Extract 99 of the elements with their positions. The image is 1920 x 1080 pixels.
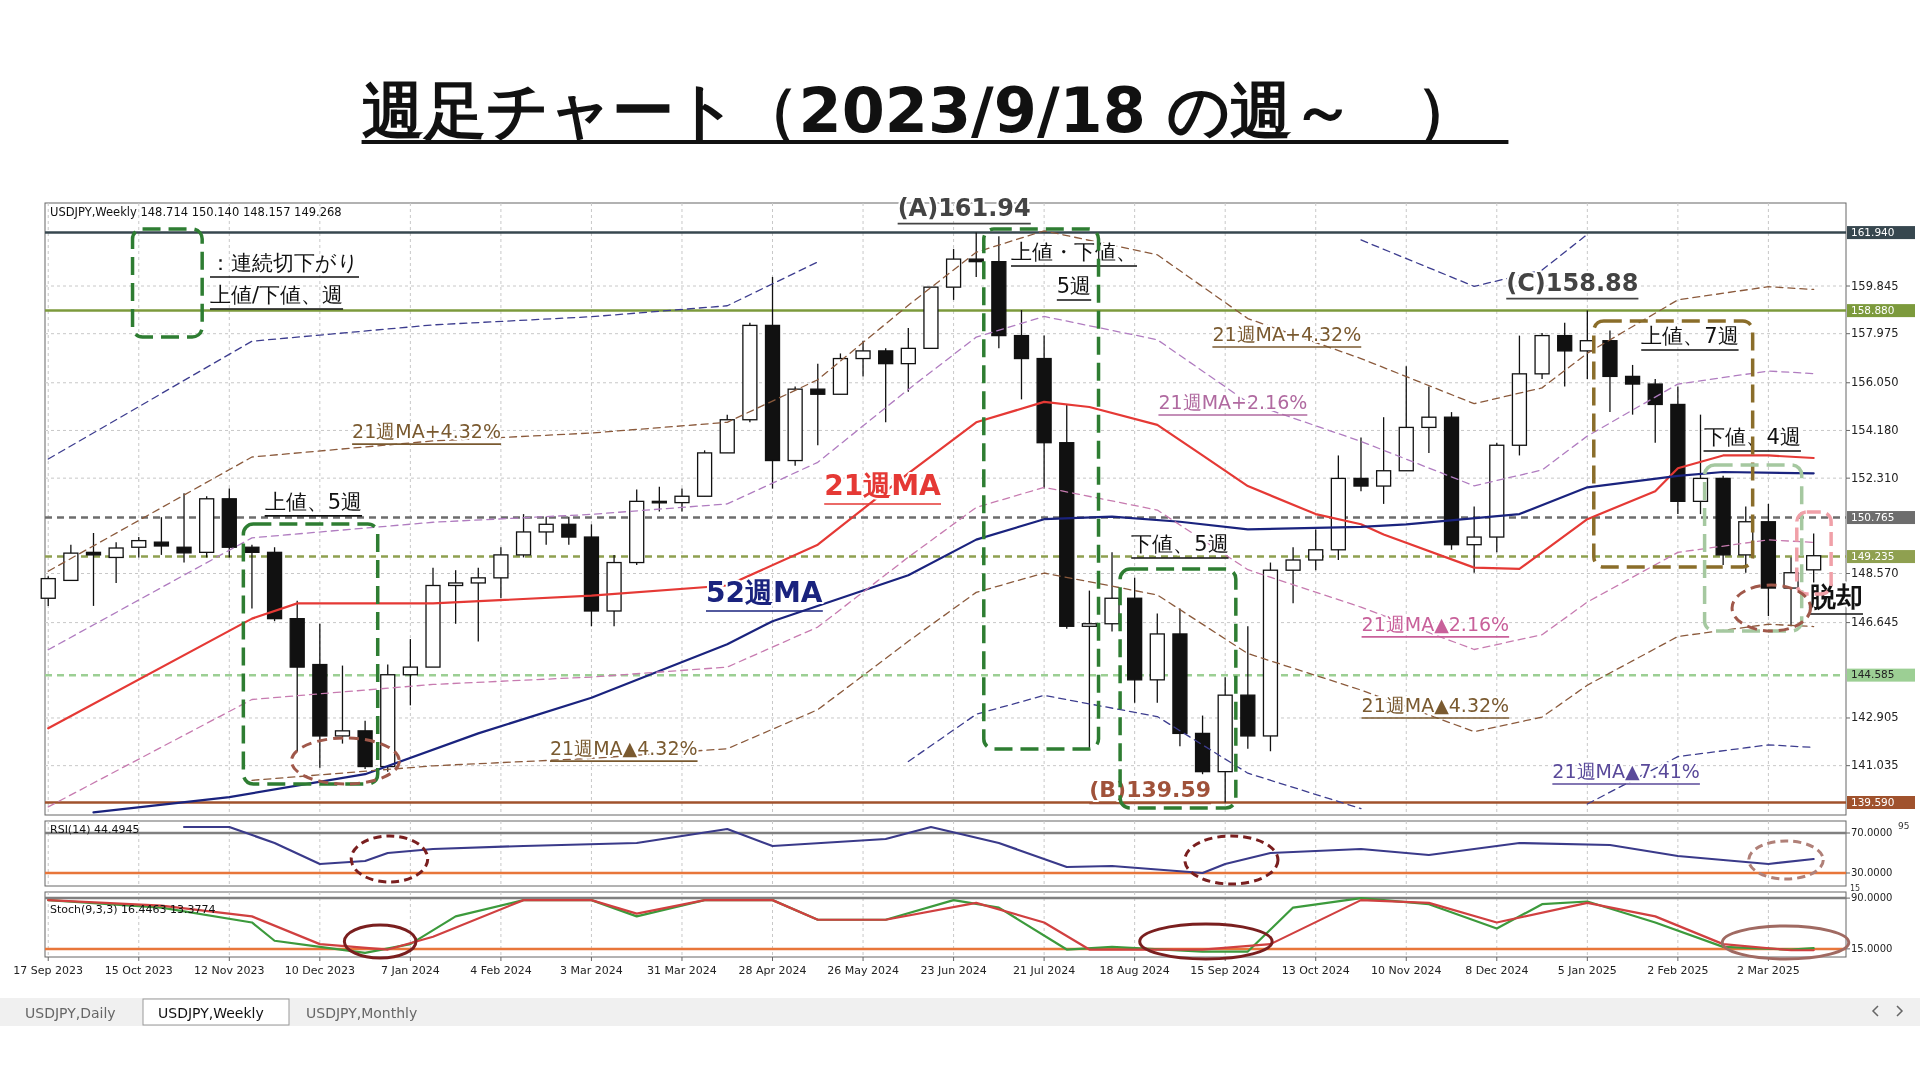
candlestick xyxy=(1308,528,1324,571)
ref-line-label: 161.940 xyxy=(1851,225,1895,238)
candlestick xyxy=(1013,309,1030,400)
y-tick-label: 154.180 xyxy=(1851,422,1899,437)
text: USDJPY,Weekly xyxy=(158,1005,264,1021)
candlestick xyxy=(651,486,667,513)
annotation: (A)161.94 xyxy=(897,193,1031,222)
y-tick-label: 15.0000 xyxy=(1851,942,1893,954)
x-tick-label: 21 Jul 2024 xyxy=(1012,964,1076,977)
x-tick-label: 2 Mar 2025 xyxy=(1737,964,1800,977)
annotation: 5週 xyxy=(1056,274,1092,298)
candlestick xyxy=(1081,589,1098,750)
annotation: ：連続切下がり xyxy=(210,251,359,275)
candlestick xyxy=(1353,436,1369,492)
annotation: 21週MA+4.32% xyxy=(352,420,501,443)
candlestick xyxy=(1647,378,1663,444)
text: USDJPY,Monthly xyxy=(306,1005,418,1021)
x-tick-label: 10 Nov 2024 xyxy=(1371,964,1442,977)
y-tick-label: 152.310 xyxy=(1851,470,1899,485)
x-tick-label: 26 May 2024 xyxy=(827,964,899,977)
ref-line-label: 150.765 xyxy=(1851,510,1895,523)
annotation: 21週MA▲4.32% xyxy=(550,737,698,760)
x-tick-label: 8 Dec 2024 xyxy=(1465,964,1529,977)
annotation: 上値、5週 xyxy=(264,489,363,514)
y-tick-label: 141.035 xyxy=(1851,758,1899,773)
candlestick xyxy=(968,231,984,278)
annotation: 下値、5週 xyxy=(1131,531,1229,556)
annotation: (B)139.59 xyxy=(1089,776,1212,802)
candlestick xyxy=(153,516,170,556)
candlestick xyxy=(1557,322,1573,388)
y-tick-label: 157.975 xyxy=(1851,326,1899,341)
y-tick-label: 156.050 xyxy=(1851,375,1899,390)
text: 95 xyxy=(1898,821,1910,831)
y-tick-label: 142.905 xyxy=(1851,710,1899,725)
candlestick xyxy=(674,487,690,513)
line-series xyxy=(47,230,1815,572)
y-tick-label: 148.570 xyxy=(1851,566,1899,581)
x-tick-label: 31 Mar 2024 xyxy=(647,964,717,977)
candlestick xyxy=(447,569,464,625)
text: USDJPY,Daily xyxy=(25,1005,116,1021)
x-tick-label: 10 Dec 2023 xyxy=(284,964,355,977)
x-tick-label: 5 Jan 2025 xyxy=(1557,964,1617,977)
candlestick xyxy=(470,567,486,643)
x-tick-label: 7 Jan 2024 xyxy=(380,964,440,977)
annotation: 上値、7週 xyxy=(1641,324,1739,348)
candlestick xyxy=(1466,505,1482,574)
line-series xyxy=(907,694,1362,810)
candlestick xyxy=(561,516,577,546)
ref-line-label: 149.235 xyxy=(1851,549,1895,562)
y-tick-label: 146.645 xyxy=(1851,615,1899,630)
text: 15 xyxy=(1850,884,1861,893)
candlestick xyxy=(1285,546,1301,604)
chart-title: RSI(14) 44.4945 xyxy=(50,823,140,836)
x-tick-label: 18 Aug 2024 xyxy=(1099,964,1170,977)
ref-line-label: 158.880 xyxy=(1851,303,1895,316)
annotation: (C)158.88 xyxy=(1506,268,1639,297)
candlestick xyxy=(108,541,124,584)
candlestick xyxy=(1624,364,1641,416)
y-tick-label: 90.0000 xyxy=(1851,892,1893,904)
candlestick xyxy=(244,544,260,610)
annotation: 21週MA xyxy=(824,468,942,502)
chart-subtitle: USDJPY,Weekly 148.714 150.140 148.157 149.268 xyxy=(50,205,342,219)
candlestick xyxy=(493,546,509,599)
y-tick-label: 70.0000 xyxy=(1851,827,1893,838)
ref-line-label: 144.585 xyxy=(1851,668,1895,681)
candlestick xyxy=(515,513,532,559)
candlestick xyxy=(855,340,871,378)
candlestick xyxy=(131,536,147,559)
y-tick-label: 159.845 xyxy=(1851,278,1899,293)
annotation: 21週MA+2.16% xyxy=(1158,391,1308,413)
candlestick xyxy=(85,532,102,607)
candlestick xyxy=(1806,532,1822,585)
candlestick xyxy=(1375,416,1392,505)
candlestick xyxy=(176,492,192,564)
x-tick-label: 23 Jun 2024 xyxy=(920,964,987,977)
annotation: 上値/下値、週 xyxy=(210,283,344,307)
y-tick-label: 30.0000 xyxy=(1851,867,1893,878)
x-tick-label: 15 Oct 2023 xyxy=(104,964,173,977)
x-tick-label: 28 Apr 2024 xyxy=(738,964,807,977)
x-tick-label: 12 Nov 2023 xyxy=(194,964,265,977)
candlestick xyxy=(402,638,419,706)
candlestick xyxy=(538,516,554,546)
annotation: 21週MA+4.32% xyxy=(1212,323,1362,345)
annotation: 21週MA▲4.32% xyxy=(1361,693,1510,716)
annotation: 52週MA xyxy=(706,575,823,609)
candlestick xyxy=(900,327,916,393)
annotation: 21週MA▲2.16% xyxy=(1361,612,1510,635)
x-tick-label: 4 Feb 2024 xyxy=(470,964,532,977)
x-tick-label: 15 Sep 2024 xyxy=(1190,964,1261,977)
ref-line-label: 139.590 xyxy=(1851,795,1895,808)
line-series xyxy=(182,825,1815,875)
x-tick-label: 13 Oct 2024 xyxy=(1281,964,1350,977)
candlestick xyxy=(810,363,826,446)
x-tick-label: 3 Mar 2024 xyxy=(560,964,623,977)
candlestick xyxy=(334,664,351,745)
candlestick xyxy=(878,347,894,423)
x-tick-label: 2 Feb 2025 xyxy=(1647,964,1709,977)
x-tick-label: 17 Sep 2023 xyxy=(13,964,84,977)
candlestick xyxy=(1421,385,1437,454)
